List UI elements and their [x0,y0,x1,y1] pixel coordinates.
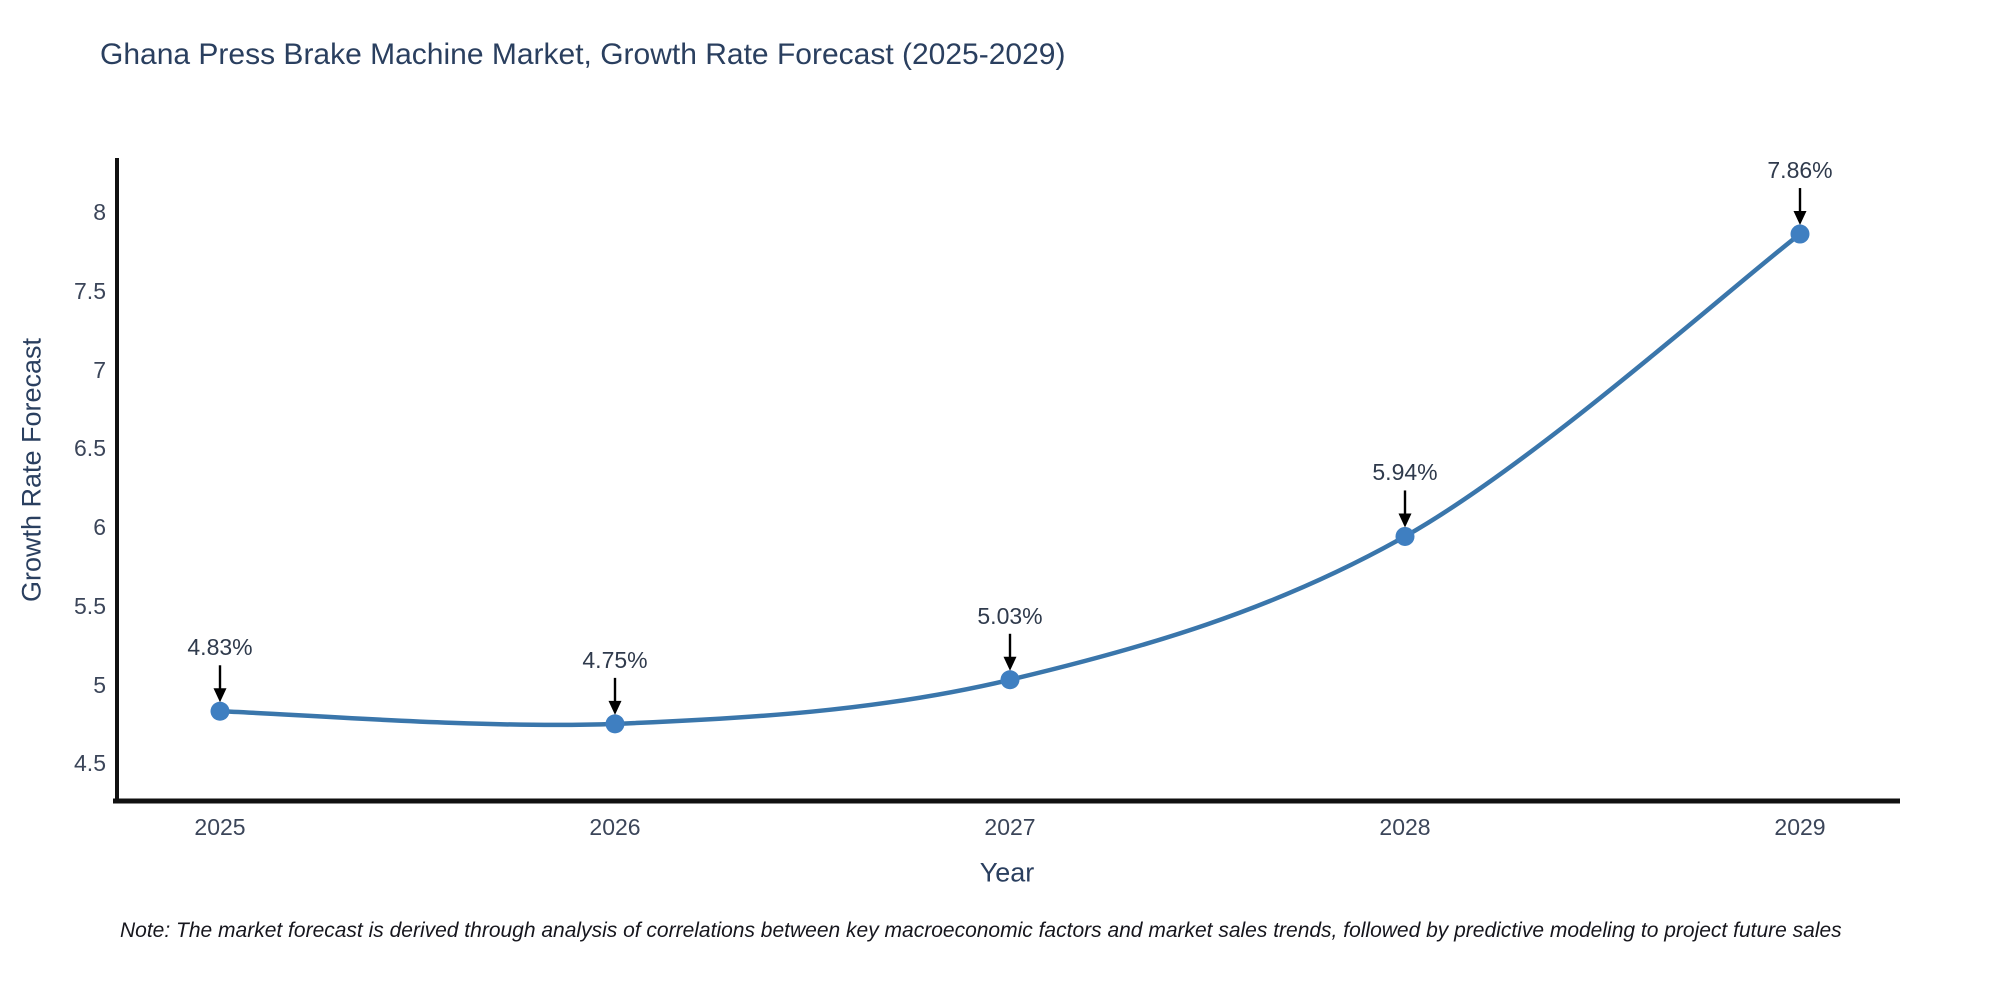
data-point-label: 4.75% [582,646,648,673]
annotation-arrowhead-icon [608,700,622,715]
x-tick-label: 2028 [1379,814,1431,840]
y-tick-label: 8 [93,199,106,225]
data-point-marker [605,714,625,734]
y-tick-label: 5 [93,671,106,698]
x-tick-label: 2025 [194,814,246,840]
y-tick-label: 4.5 [74,750,106,777]
annotation-arrowhead-icon [1003,656,1017,671]
x-tick-label: 2026 [589,814,641,840]
y-tick-label: 5.5 [74,592,106,619]
forecast-line [217,231,1803,728]
chart-title: Ghana Press Brake Machine Market, Growth… [100,38,1066,71]
data-point-label: 7.86% [1767,157,1833,184]
footnote: Note: The market forecast is derived thr… [120,919,1842,942]
annotation-arrowhead-icon [1398,513,1412,528]
y-tick-label: 6 [93,514,106,540]
x-axis-title: Year [979,857,1035,888]
data-point-marker [1790,224,1810,244]
y-tick-label: 7 [93,356,106,383]
data-point-marker [1395,526,1415,546]
x-tick-label: 2029 [1774,814,1826,840]
data-point-marker [210,701,230,721]
annotation-arrowhead-icon [1793,211,1807,226]
annotation-arrowhead-icon [213,688,227,703]
y-tick-label: 7.5 [74,277,106,304]
data-point-marker [1000,670,1020,690]
data-point-label: 5.03% [977,602,1043,629]
data-point-label: 5.94% [1372,459,1438,486]
x-tick-label: 2027 [984,814,1036,840]
y-tick-label: 6.5 [74,435,106,462]
data-point-label: 4.83% [187,634,253,661]
